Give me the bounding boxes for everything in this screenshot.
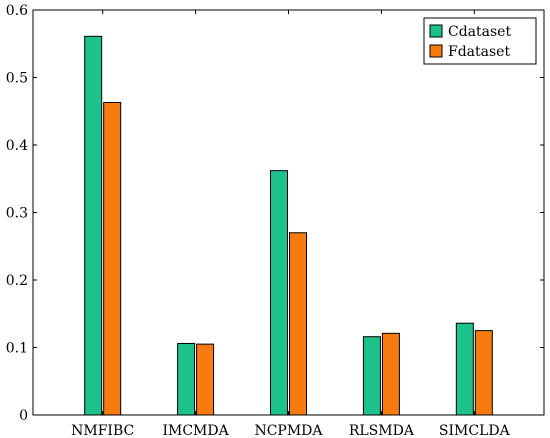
legend-label-cdataset: Cdataset [448,24,511,40]
bar-fdataset-simclda [474,330,493,416]
y-tick-label: 0.4 [6,138,28,154]
bar-cdataset-ncpmda [270,170,288,416]
bar-fdataset-rlsmda [381,332,400,416]
legend-swatch-fdataset [429,44,443,58]
bar-cdataset-imcmda [177,342,196,416]
legend: Cdataset Fdataset [423,17,537,65]
bars-layer [84,35,493,416]
x-tick-label: NMFIBC [71,423,134,438]
plot-frame [32,9,545,416]
bar-fdataset-ncpmda [289,232,307,416]
legend-swatch-cdataset [429,24,443,38]
x-tick-label: RLSMDA [349,423,415,438]
bar-cdataset-simclda [455,322,474,416]
x-tick-label: NCPMDA [254,423,323,438]
y-tick-label: 0.3 [6,206,28,222]
axes-layer: NMFIBC IMCMDA NCPMDA RLSMDA SIMCLDA 0 0.1 0.2 0.… [6,3,545,438]
x-tick-label: IMCMDA [162,423,229,438]
bar-cdataset-nmfibc [84,35,103,416]
y-tick-label: 0.2 [6,273,28,289]
x-tick-label: SIMCLDA [439,423,511,438]
legend-label-fdataset: Fdataset [448,44,510,60]
bar-cdataset-rlsmda [362,336,381,416]
legend-box [423,17,537,65]
y-tick-label: 0.6 [6,3,28,19]
y-tick-label: 0 [19,408,28,424]
y-tick-label: 0.1 [6,341,28,357]
y-tick-label: 0.5 [6,71,28,87]
bar-fdataset-imcmda [196,343,215,416]
bar-fdataset-nmfibc [103,101,122,416]
